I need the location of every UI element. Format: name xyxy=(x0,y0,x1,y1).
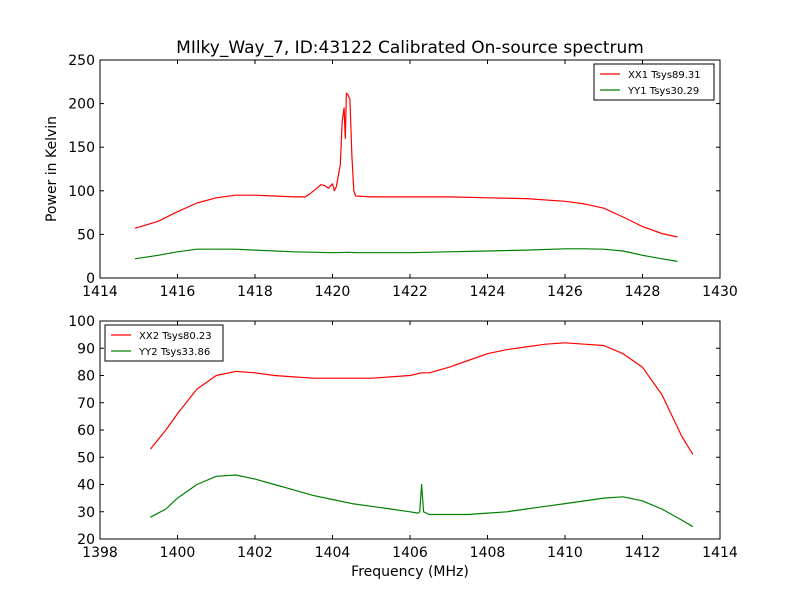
chart-title: MIlky_Way_7, ID:43122 Calibrated On-sour… xyxy=(176,38,644,58)
series-line-1 xyxy=(149,342,694,455)
y-tick-label: 250 xyxy=(68,53,95,69)
series-line-2 xyxy=(134,248,678,262)
legend-box xyxy=(104,324,224,362)
top-y-axis-label: Power in Kelvin xyxy=(44,116,60,222)
x-tick-label: 1412 xyxy=(625,545,661,561)
legend-entry-1: XX1 Tsys89.31 xyxy=(628,70,701,81)
bottom-series-lines xyxy=(149,342,694,528)
x-axis-label: Frequency (MHz) xyxy=(351,564,469,580)
x-tick-label: 1398 xyxy=(82,545,118,561)
legend-entry-2: YY2 Tsys33.86 xyxy=(138,347,210,358)
bottom-panel: 1398 1400 1402 1404 1406 1408 1410 1412 1414 20 30… xyxy=(68,314,738,580)
y-tick-label: 0 xyxy=(86,271,95,287)
x-tick-label: 1408 xyxy=(470,545,506,561)
x-tick-label: 1422 xyxy=(392,284,428,300)
y-tick-label: 30 xyxy=(77,505,95,521)
top-panel: MIlky_Way_7, ID:43122 Calibrated On-sour… xyxy=(44,38,738,300)
x-tick-label: 1428 xyxy=(625,284,661,300)
top-legend: XX1 Tsys89.31 YY1 Tsys30.29 xyxy=(593,63,715,101)
x-tick-label: 1420 xyxy=(315,284,351,300)
bottom-axis-ticks: 1398 1400 1402 1404 1406 1408 1410 1412 1414 20 30… xyxy=(68,314,738,561)
x-tick-label: 1426 xyxy=(547,284,583,300)
top-axis-ticks: 1414 1416 1418 1420 1422 1424 1426 1428 1430 0 50 1… xyxy=(68,53,738,300)
x-tick-label: 1410 xyxy=(547,545,583,561)
y-tick-label: 150 xyxy=(68,140,95,156)
legend-entry-1: XX2 Tsys80.23 xyxy=(139,331,212,342)
x-tick-label: 1414 xyxy=(702,545,738,561)
series-line-1 xyxy=(134,92,678,238)
x-tick-label: 1400 xyxy=(160,545,196,561)
y-tick-label: 60 xyxy=(77,423,95,439)
y-tick-label: 100 xyxy=(68,184,95,200)
y-tick-label: 40 xyxy=(77,478,95,494)
y-tick-label: 100 xyxy=(68,314,95,330)
x-tick-label: 1424 xyxy=(470,284,506,300)
y-tick-label: 70 xyxy=(77,396,95,412)
series-line-2 xyxy=(150,474,694,528)
y-tick-label: 200 xyxy=(68,97,95,113)
x-tick-label: 1430 xyxy=(702,284,738,300)
y-tick-label: 90 xyxy=(77,341,95,357)
x-tick-label: 1418 xyxy=(237,284,273,300)
x-tick-label: 1406 xyxy=(392,545,428,561)
legend-box xyxy=(593,63,715,101)
x-tick-label: 1404 xyxy=(315,545,351,561)
y-tick-label: 50 xyxy=(77,450,95,466)
x-tick-label: 1416 xyxy=(160,284,196,300)
top-series-lines xyxy=(134,92,678,262)
legend-entry-2: YY1 Tsys30.29 xyxy=(627,86,699,97)
x-tick-label: 1414 xyxy=(82,284,118,300)
bottom-legend: XX2 Tsys80.23 YY2 Tsys33.86 xyxy=(104,324,224,362)
y-tick-label: 80 xyxy=(77,369,95,385)
x-tick-label: 1402 xyxy=(237,545,273,561)
y-tick-label: 20 xyxy=(77,532,95,548)
y-tick-label: 50 xyxy=(77,227,95,243)
